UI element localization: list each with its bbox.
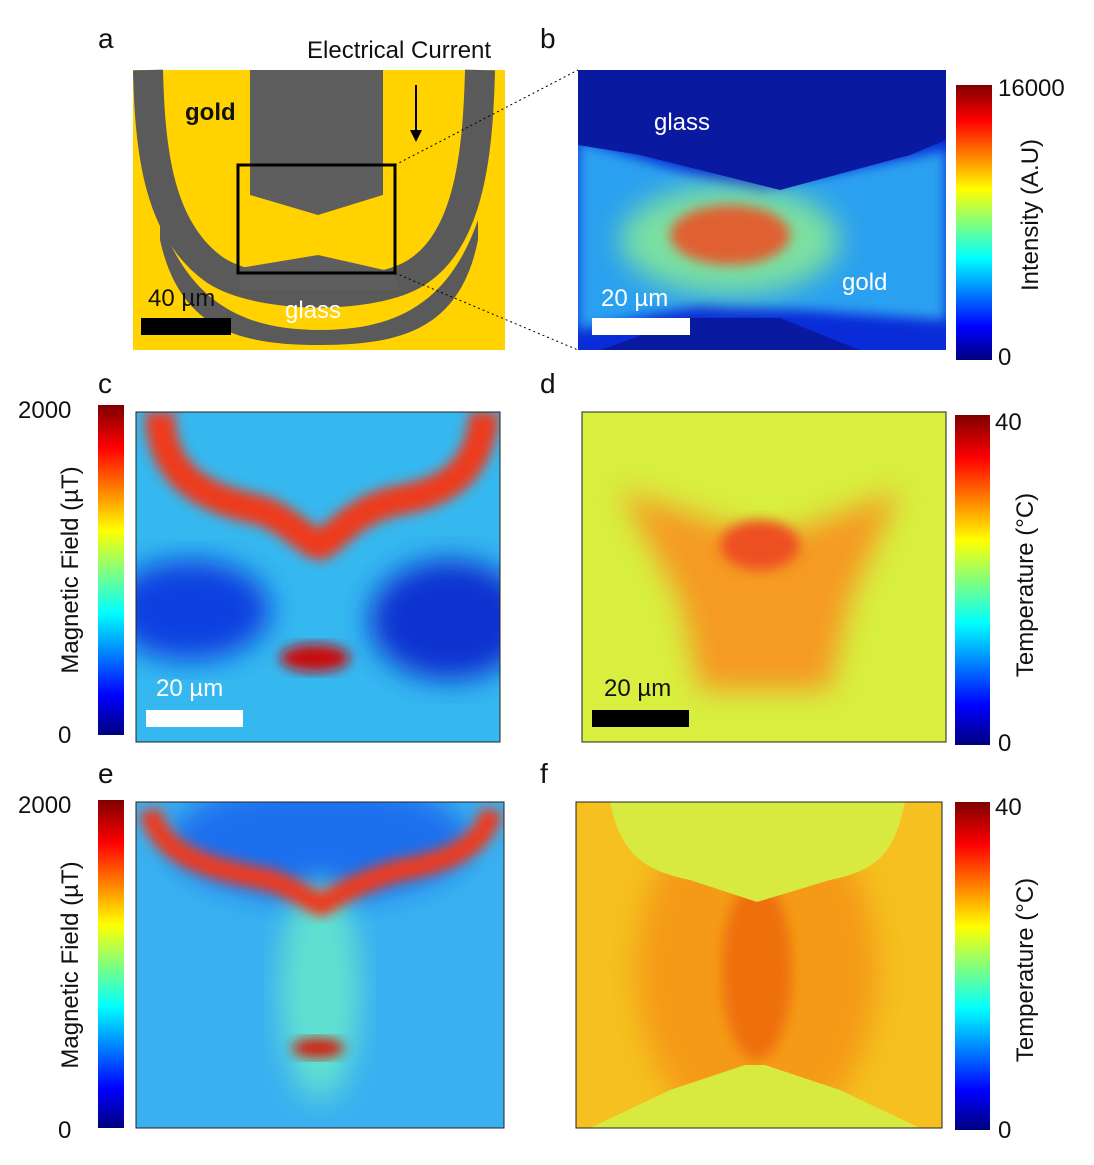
high-field bbox=[292, 1038, 344, 1058]
glass-top bbox=[610, 802, 905, 902]
colorbar-min: 0 bbox=[58, 722, 71, 749]
simulated-temperature bbox=[576, 802, 942, 1128]
panel-label: b bbox=[540, 23, 556, 54]
panel-label: f bbox=[540, 758, 548, 789]
warm-region bbox=[620, 490, 900, 690]
colorbar-label: Temperature (°C) bbox=[1012, 493, 1039, 677]
colorbar-max: 16000 bbox=[998, 75, 1065, 102]
colorbar-max: 40 bbox=[995, 409, 1022, 436]
scale-label: 20 µm bbox=[156, 675, 223, 702]
colorbar bbox=[956, 85, 992, 360]
colorbar bbox=[98, 800, 124, 1128]
hot-spot bbox=[720, 520, 800, 570]
colorbar-max: 2000 bbox=[18, 397, 71, 424]
panel-label: d bbox=[540, 368, 556, 399]
colorbar-label: Magnetic Field (µT) bbox=[57, 861, 84, 1068]
hot-spot bbox=[670, 205, 790, 265]
colorbar-min: 0 bbox=[58, 1117, 71, 1144]
scale-label: 20 µm bbox=[601, 285, 668, 312]
glass-bottom bbox=[600, 318, 860, 350]
frame bbox=[575, 801, 943, 1129]
field-map bbox=[136, 412, 500, 742]
colorbar bbox=[955, 415, 990, 745]
high-field bbox=[280, 644, 350, 672]
panel-label: c bbox=[98, 368, 112, 399]
annotation: glass bbox=[654, 109, 710, 136]
colorbar-label: Magnetic Field (µT) bbox=[57, 466, 84, 673]
frame bbox=[135, 411, 501, 743]
panel-label: e bbox=[98, 758, 114, 789]
glass-top bbox=[578, 70, 946, 190]
simulated-field bbox=[136, 802, 504, 1128]
low-region bbox=[136, 560, 270, 660]
electrode-tip bbox=[250, 70, 383, 215]
scale-label: 20 µm bbox=[604, 675, 671, 702]
scale-bar bbox=[592, 710, 689, 727]
sem-image bbox=[133, 69, 505, 350]
colorbar-max: 2000 bbox=[18, 792, 71, 819]
low-region bbox=[370, 560, 500, 680]
frame bbox=[135, 801, 505, 1129]
annotation: gold bbox=[842, 269, 887, 296]
zoom-line bbox=[394, 272, 579, 351]
annotation: glass bbox=[285, 297, 341, 324]
colorbar bbox=[955, 802, 990, 1130]
colorbar-label: Temperature (°C) bbox=[1012, 878, 1039, 1062]
colorbar-min: 0 bbox=[998, 1117, 1011, 1144]
high-field bbox=[145, 412, 500, 561]
frame bbox=[581, 411, 947, 743]
zoom-line bbox=[394, 69, 579, 166]
hot-region bbox=[722, 880, 792, 1060]
scale-bar bbox=[141, 318, 231, 335]
scale-label: 40 µm bbox=[148, 285, 215, 312]
colorbar-label: Intensity (A.U) bbox=[1017, 139, 1044, 291]
annotation: Electrical Current bbox=[307, 37, 491, 64]
colorbar bbox=[98, 405, 124, 735]
glass-bottom bbox=[590, 1065, 920, 1128]
electrode bbox=[133, 69, 495, 308]
high-field bbox=[139, 806, 503, 917]
arrow-head bbox=[410, 130, 422, 142]
colorbar-min: 0 bbox=[998, 730, 1011, 757]
colorbar-min: 0 bbox=[998, 344, 1011, 371]
annotation: gold bbox=[185, 99, 236, 126]
colorbar-max: 40 bbox=[995, 794, 1022, 821]
scale-bar bbox=[146, 710, 243, 727]
panel-label: a bbox=[98, 23, 114, 54]
scale-bar bbox=[592, 318, 690, 335]
zoom-box bbox=[236, 163, 397, 275]
temperature-map bbox=[582, 412, 946, 742]
intensity-map bbox=[578, 70, 946, 350]
